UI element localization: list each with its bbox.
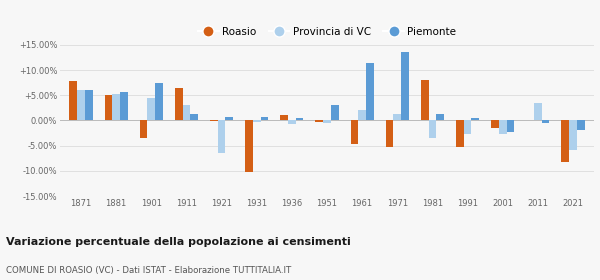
- Bar: [323, 120, 331, 123]
- Bar: [358, 110, 366, 120]
- Bar: [534, 103, 542, 120]
- Bar: [464, 120, 472, 134]
- Text: COMUNE DI ROASIO (VC) - Dati ISTAT - Elaborazione TUTTITALIA.IT: COMUNE DI ROASIO (VC) - Dati ISTAT - Ela…: [6, 266, 291, 275]
- Bar: [210, 120, 218, 122]
- Bar: [316, 120, 323, 122]
- Bar: [562, 120, 569, 162]
- Bar: [190, 114, 198, 120]
- Bar: [456, 120, 464, 147]
- Bar: [70, 81, 77, 120]
- Bar: [148, 98, 155, 120]
- Bar: [182, 105, 190, 120]
- Bar: [85, 90, 92, 120]
- Bar: [140, 120, 148, 138]
- Text: Variazione percentuale della popolazione ai censimenti: Variazione percentuale della popolazione…: [6, 237, 351, 247]
- Bar: [77, 90, 85, 120]
- Bar: [104, 95, 112, 120]
- Bar: [253, 120, 260, 122]
- Bar: [386, 120, 394, 147]
- Bar: [577, 120, 584, 130]
- Bar: [112, 94, 120, 120]
- Bar: [260, 117, 268, 120]
- Bar: [499, 120, 506, 134]
- Bar: [366, 64, 374, 120]
- Bar: [394, 114, 401, 120]
- Bar: [428, 120, 436, 138]
- Bar: [436, 114, 444, 120]
- Bar: [350, 120, 358, 144]
- Bar: [296, 118, 304, 120]
- Bar: [175, 88, 182, 120]
- Bar: [421, 80, 428, 120]
- Bar: [569, 120, 577, 150]
- Bar: [155, 83, 163, 120]
- Bar: [120, 92, 128, 120]
- Bar: [288, 120, 296, 124]
- Bar: [245, 120, 253, 172]
- Bar: [506, 120, 514, 132]
- Bar: [542, 120, 550, 123]
- Bar: [218, 120, 226, 153]
- Bar: [331, 105, 338, 120]
- Legend: Roasio, Provincia di VC, Piemonte: Roasio, Provincia di VC, Piemonte: [194, 23, 460, 41]
- Bar: [280, 115, 288, 120]
- Bar: [491, 120, 499, 129]
- Bar: [226, 117, 233, 120]
- Bar: [472, 118, 479, 120]
- Bar: [401, 52, 409, 120]
